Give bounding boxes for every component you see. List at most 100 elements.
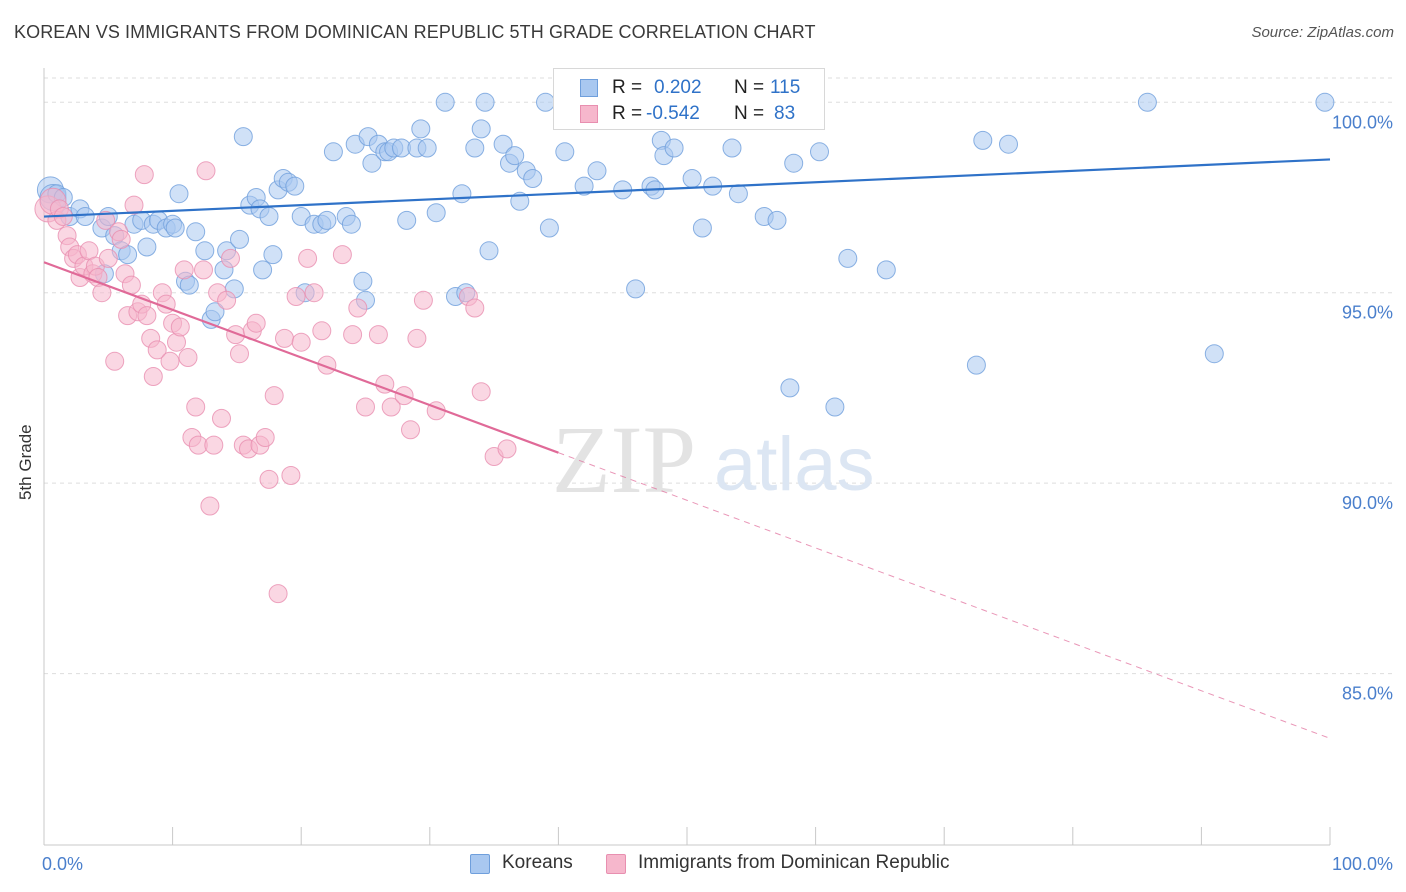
y-tick-label-1: 90.0% <box>1342 493 1393 513</box>
dominican-point <box>217 290 237 310</box>
dominican-point <box>465 298 485 318</box>
watermark-zip: ZIP <box>552 406 696 513</box>
korean-point <box>966 355 986 375</box>
y-tick-label-2: 95.0% <box>1342 303 1393 323</box>
dominican-point <box>96 210 116 230</box>
dominican-point <box>298 248 318 268</box>
korean-point <box>137 237 157 257</box>
series-dominican <box>34 161 517 604</box>
korean-point <box>195 241 215 261</box>
korean-point <box>574 176 594 196</box>
dominican-point <box>98 248 118 268</box>
korean-point <box>692 218 712 238</box>
korean-point <box>75 207 95 226</box>
dominican-point <box>178 348 198 367</box>
dominican-point <box>413 290 433 310</box>
korean-point <box>233 127 253 147</box>
n-label: N = <box>734 77 765 98</box>
stats-legend: R = 0.202 N = 115 R = -0.542 N = 83 <box>553 68 825 130</box>
korean-point <box>341 214 361 234</box>
korean-point <box>165 218 185 238</box>
y-axis-label: 5th Grade <box>16 424 35 500</box>
dominican-point <box>304 283 324 303</box>
koreans-legend-swatch <box>470 854 490 874</box>
korean-point <box>465 138 485 158</box>
dominican-point <box>407 328 427 348</box>
korean-point <box>999 134 1018 154</box>
n-label: N = <box>734 103 765 124</box>
trend-line-dominican <box>43 261 559 454</box>
korean-point <box>1137 92 1157 112</box>
korean-point <box>186 222 206 242</box>
korean-point <box>825 397 845 417</box>
korean-point <box>784 153 804 173</box>
dominican-swatch <box>580 105 598 123</box>
dominican-point <box>381 397 401 417</box>
watermark: ZIP atlas <box>552 406 875 513</box>
dominican-point <box>105 351 125 371</box>
korean-point <box>728 184 748 204</box>
koreans-swatch <box>580 79 598 97</box>
korean-point <box>767 210 787 230</box>
dominican-point <box>291 332 311 352</box>
dominican-point <box>401 420 420 440</box>
korean-point <box>493 134 513 154</box>
korean-point <box>285 176 305 196</box>
korean-point <box>555 142 575 162</box>
korean-point <box>253 260 273 280</box>
r-value-dominican: -0.542 <box>646 103 700 124</box>
chart-title: KOREAN VS IMMIGRANTS FROM DOMINICAN REPU… <box>14 22 816 42</box>
dominican-point <box>255 428 275 447</box>
dominican-point <box>368 325 388 345</box>
korean-point <box>626 279 646 299</box>
n-value-koreans: 115 <box>770 77 801 98</box>
tick-labels: 85.0% 90.0% 95.0% 100.0% 0.0% 100.0% <box>42 112 1393 874</box>
korean-point <box>973 130 993 150</box>
korean-point <box>1204 344 1224 364</box>
legend-label-dominican: Immigrants from Dominican Republic <box>638 852 950 873</box>
dominican-point <box>259 469 279 489</box>
korean-point <box>471 119 491 139</box>
dominican-point <box>147 340 167 360</box>
korean-point <box>452 184 472 204</box>
trend-line-koreans <box>43 158 1331 218</box>
dominican-point <box>124 195 144 215</box>
korean-point <box>479 241 499 261</box>
korean-point <box>780 378 800 398</box>
x-tick-label-max: 100.0% <box>1332 854 1393 874</box>
dominican-point <box>312 321 332 341</box>
korean-point <box>411 119 431 139</box>
source-credit: Source: ZipAtlas.com <box>1251 24 1394 41</box>
dominican-point <box>275 328 294 348</box>
dominican-point <box>170 317 190 337</box>
korean-point <box>323 142 343 162</box>
dominican-point <box>111 229 131 249</box>
korean-point <box>810 142 829 162</box>
korean-point <box>353 271 373 291</box>
dominican-point <box>471 382 491 402</box>
korean-point <box>263 245 283 265</box>
korean-point <box>722 138 742 158</box>
dominican-point <box>497 439 517 459</box>
dominican-point <box>160 351 180 371</box>
dominican-point <box>212 408 231 428</box>
dominican-point <box>186 397 206 417</box>
legend-label-koreans: Koreans <box>502 852 573 873</box>
korean-point <box>169 184 189 204</box>
data-points <box>34 92 1335 604</box>
dominican-point <box>332 245 352 265</box>
dominican-point <box>348 298 368 318</box>
korean-point <box>505 146 525 166</box>
x-tick-label-min: 0.0% <box>42 854 83 874</box>
korean-point <box>475 92 495 112</box>
korean-point <box>397 210 417 230</box>
dominican-legend-swatch <box>606 854 626 874</box>
korean-point <box>205 302 225 322</box>
dominican-point <box>204 435 224 455</box>
n-value-dominican: 83 <box>774 103 796 124</box>
dominican-point <box>281 466 301 485</box>
dominican-point <box>356 397 375 417</box>
korean-point <box>230 229 249 249</box>
dominican-point <box>230 344 249 364</box>
